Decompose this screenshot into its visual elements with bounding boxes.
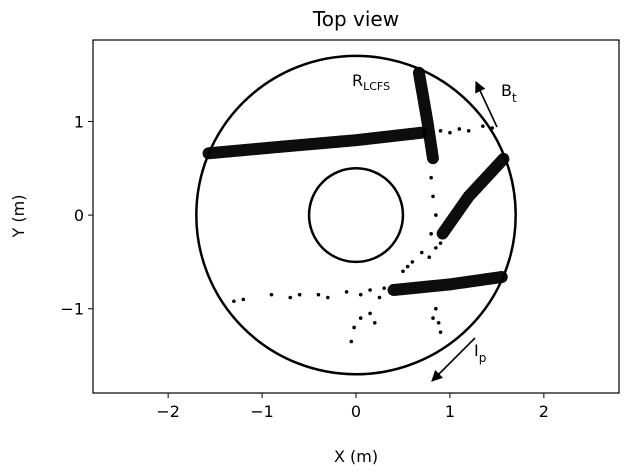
- scatter-point: [382, 286, 386, 290]
- x-tick-label: 2: [539, 402, 549, 421]
- annotation-sub: p: [479, 351, 487, 365]
- scatter-point: [434, 246, 438, 250]
- arrow: [475, 80, 498, 128]
- point-band: [436, 152, 510, 240]
- scatter-point: [419, 250, 424, 255]
- scatter-point: [431, 194, 435, 199]
- annotation-text: B: [501, 81, 512, 100]
- annotation: Bt: [501, 81, 517, 105]
- x-tick-label: −2: [156, 402, 180, 421]
- scatter-point: [297, 292, 302, 297]
- x-tick-label: 1: [445, 402, 455, 421]
- scatter-point: [429, 232, 433, 236]
- x-tick-label: 0: [351, 402, 361, 421]
- scatter-point: [466, 129, 471, 133]
- x-axis-label: X (m): [334, 447, 378, 466]
- annotation: RLCFS: [352, 71, 390, 93]
- scatter-point: [434, 306, 438, 311]
- scatter-point: [344, 290, 349, 294]
- annotation: Ip: [474, 341, 486, 365]
- scatter-point: [349, 339, 354, 344]
- scatter-point: [372, 320, 377, 325]
- plot-frame: [92, 39, 620, 394]
- x-tick-label: −1: [250, 402, 274, 421]
- scatter-point: [377, 295, 382, 300]
- annotation-text: R: [352, 71, 363, 90]
- scatter-point: [438, 330, 443, 334]
- scatter-point: [288, 295, 293, 300]
- scatter-point: [368, 288, 372, 292]
- y-axis-label: Y (m): [9, 195, 28, 239]
- scatter-point: [241, 297, 246, 302]
- plot-area: [195, 54, 517, 376]
- scatter-point: [448, 130, 452, 135]
- scatter-point: [438, 129, 443, 133]
- scatter-point: [326, 295, 330, 300]
- scatter-point: [427, 255, 432, 260]
- scatter-point: [481, 124, 485, 128]
- y-tick-label: 1: [74, 112, 84, 131]
- scatter-point: [368, 311, 372, 316]
- scatter-point: [316, 292, 321, 297]
- scatter-point: [410, 260, 415, 264]
- arrow: [431, 337, 476, 382]
- scatter-point: [490, 126, 494, 130]
- scatter-point: [358, 316, 363, 320]
- scatter-point: [431, 316, 435, 320]
- scatter-point: [434, 213, 438, 217]
- annotation-sub: LCFS: [363, 80, 390, 93]
- point-band: [387, 270, 509, 297]
- scatter-point: [232, 299, 236, 304]
- y-tick-label: −1: [60, 300, 84, 319]
- annotation-sub: t: [512, 91, 517, 105]
- circle: [307, 167, 405, 264]
- point-band: [202, 126, 428, 160]
- scatter-point: [405, 264, 410, 269]
- scatter-point: [436, 320, 441, 325]
- scatter-point: [352, 325, 356, 330]
- scatter-point: [429, 175, 433, 180]
- scatter-point: [269, 292, 274, 297]
- scatter-point: [457, 127, 462, 131]
- point-band: [412, 66, 440, 165]
- annotation-text: I: [474, 341, 479, 360]
- scatter-point: [401, 269, 405, 274]
- scatter-point: [358, 292, 363, 297]
- circle: [195, 54, 517, 376]
- chart-title: Top view: [312, 7, 399, 31]
- y-tick-label: 0: [74, 206, 84, 225]
- scatter-point: [438, 241, 443, 245]
